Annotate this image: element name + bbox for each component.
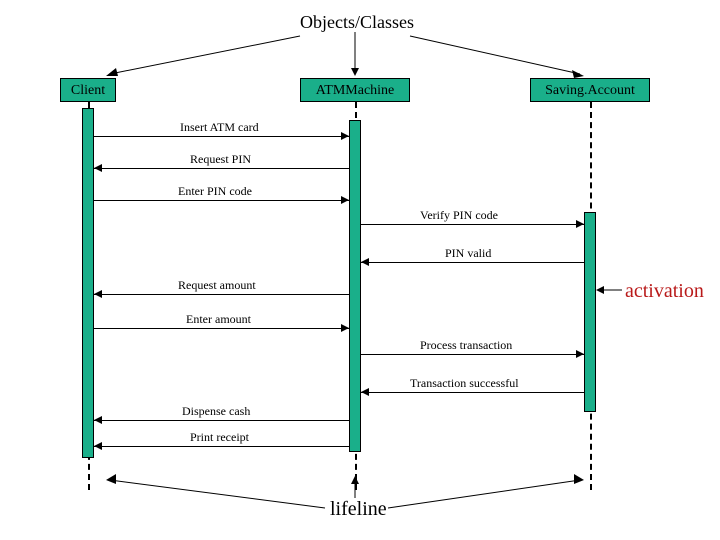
object-saving: Saving.Account <box>530 78 650 102</box>
arrow-right-icon <box>576 350 584 358</box>
activation-atm <box>349 120 361 452</box>
arrow-left-icon <box>361 258 369 266</box>
lifeline-label: lifeline <box>330 498 387 521</box>
message-line <box>361 262 584 263</box>
arrow-right-icon <box>341 324 349 332</box>
arrow-left-icon <box>361 388 369 396</box>
arrow-right-icon <box>341 132 349 140</box>
message-label: Enter PIN code <box>178 184 252 199</box>
activation-saving <box>584 212 596 412</box>
message-line <box>94 446 349 447</box>
arrow-left-icon <box>94 442 102 450</box>
sequence-diagram: { "title": { "text": "Objects/Classes", … <box>0 0 720 540</box>
message-label: Verify PIN code <box>420 208 498 223</box>
message-line <box>94 136 349 137</box>
message-label: PIN valid <box>445 246 491 261</box>
message-label: Insert ATM card <box>180 120 259 135</box>
message-line <box>94 168 349 169</box>
message-label: Request PIN <box>190 152 251 167</box>
arrow-right-icon <box>341 196 349 204</box>
arrow-left-icon <box>94 416 102 424</box>
object-client: Client <box>60 78 116 102</box>
activation-label: activation <box>625 280 704 303</box>
message-label: Dispense cash <box>182 404 250 419</box>
message-label: Process transaction <box>420 338 512 353</box>
message-line <box>94 294 349 295</box>
message-label: Transaction successful <box>410 376 519 391</box>
message-line <box>94 420 349 421</box>
message-line <box>361 392 584 393</box>
arrow-right-icon <box>576 220 584 228</box>
arrow-left-icon <box>94 290 102 298</box>
message-label: Print receipt <box>190 430 249 445</box>
object-atm: ATMMachine <box>300 78 410 102</box>
message-line <box>94 328 349 329</box>
arrow-left-icon <box>94 164 102 172</box>
message-line <box>94 200 349 201</box>
diagram-title: Objects/Classes <box>300 12 414 33</box>
message-label: Request amount <box>178 278 256 293</box>
message-label: Enter amount <box>186 312 251 327</box>
message-line <box>361 354 584 355</box>
message-line <box>361 224 584 225</box>
activation-client <box>82 108 94 458</box>
